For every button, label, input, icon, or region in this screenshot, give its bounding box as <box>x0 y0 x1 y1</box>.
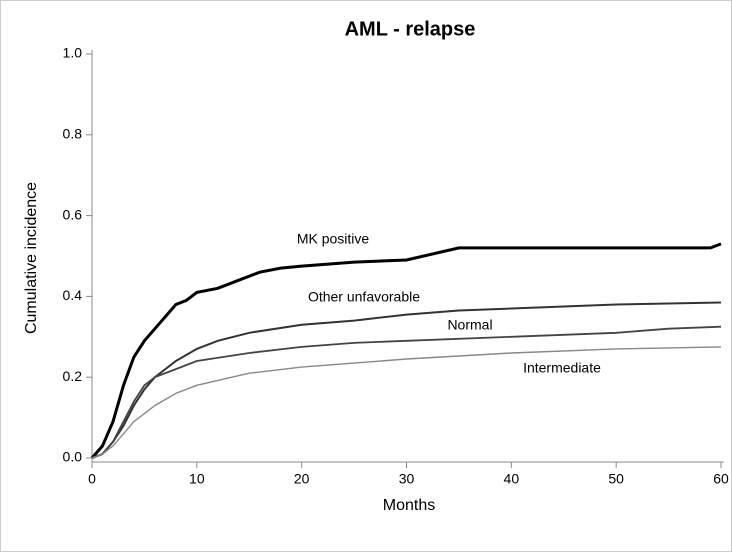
series-label: Normal <box>447 317 492 333</box>
y-tick-label: 0.8 <box>63 126 83 142</box>
x-axis-label: Months <box>383 497 435 514</box>
series-label: Other unfavorable <box>308 289 420 305</box>
y-tick-label: 0.0 <box>63 449 83 465</box>
x-tick-label: 20 <box>294 471 310 487</box>
x-tick-label: 10 <box>189 471 205 487</box>
series-line <box>91 346 722 459</box>
x-tick-label: 0 <box>88 471 96 487</box>
x-tick-label: 40 <box>504 471 520 487</box>
series-label: Intermediate <box>523 360 601 376</box>
series-line <box>90 242 722 459</box>
y-tick-label: 0.2 <box>63 368 83 384</box>
x-tick-label: 60 <box>713 471 729 487</box>
x-tick-label: 50 <box>608 471 624 487</box>
x-tick-label: 30 <box>399 471 415 487</box>
series-line <box>91 325 722 459</box>
y-tick-label: 1.0 <box>63 45 83 61</box>
chart-title: AML - relapse <box>345 18 476 40</box>
y-axis-label: Cumulative incidence <box>23 182 40 334</box>
series-label: MK positive <box>297 231 370 247</box>
y-tick-label: 0.4 <box>63 287 83 303</box>
series-line <box>91 301 722 459</box>
y-tick-label: 0.6 <box>63 206 83 222</box>
